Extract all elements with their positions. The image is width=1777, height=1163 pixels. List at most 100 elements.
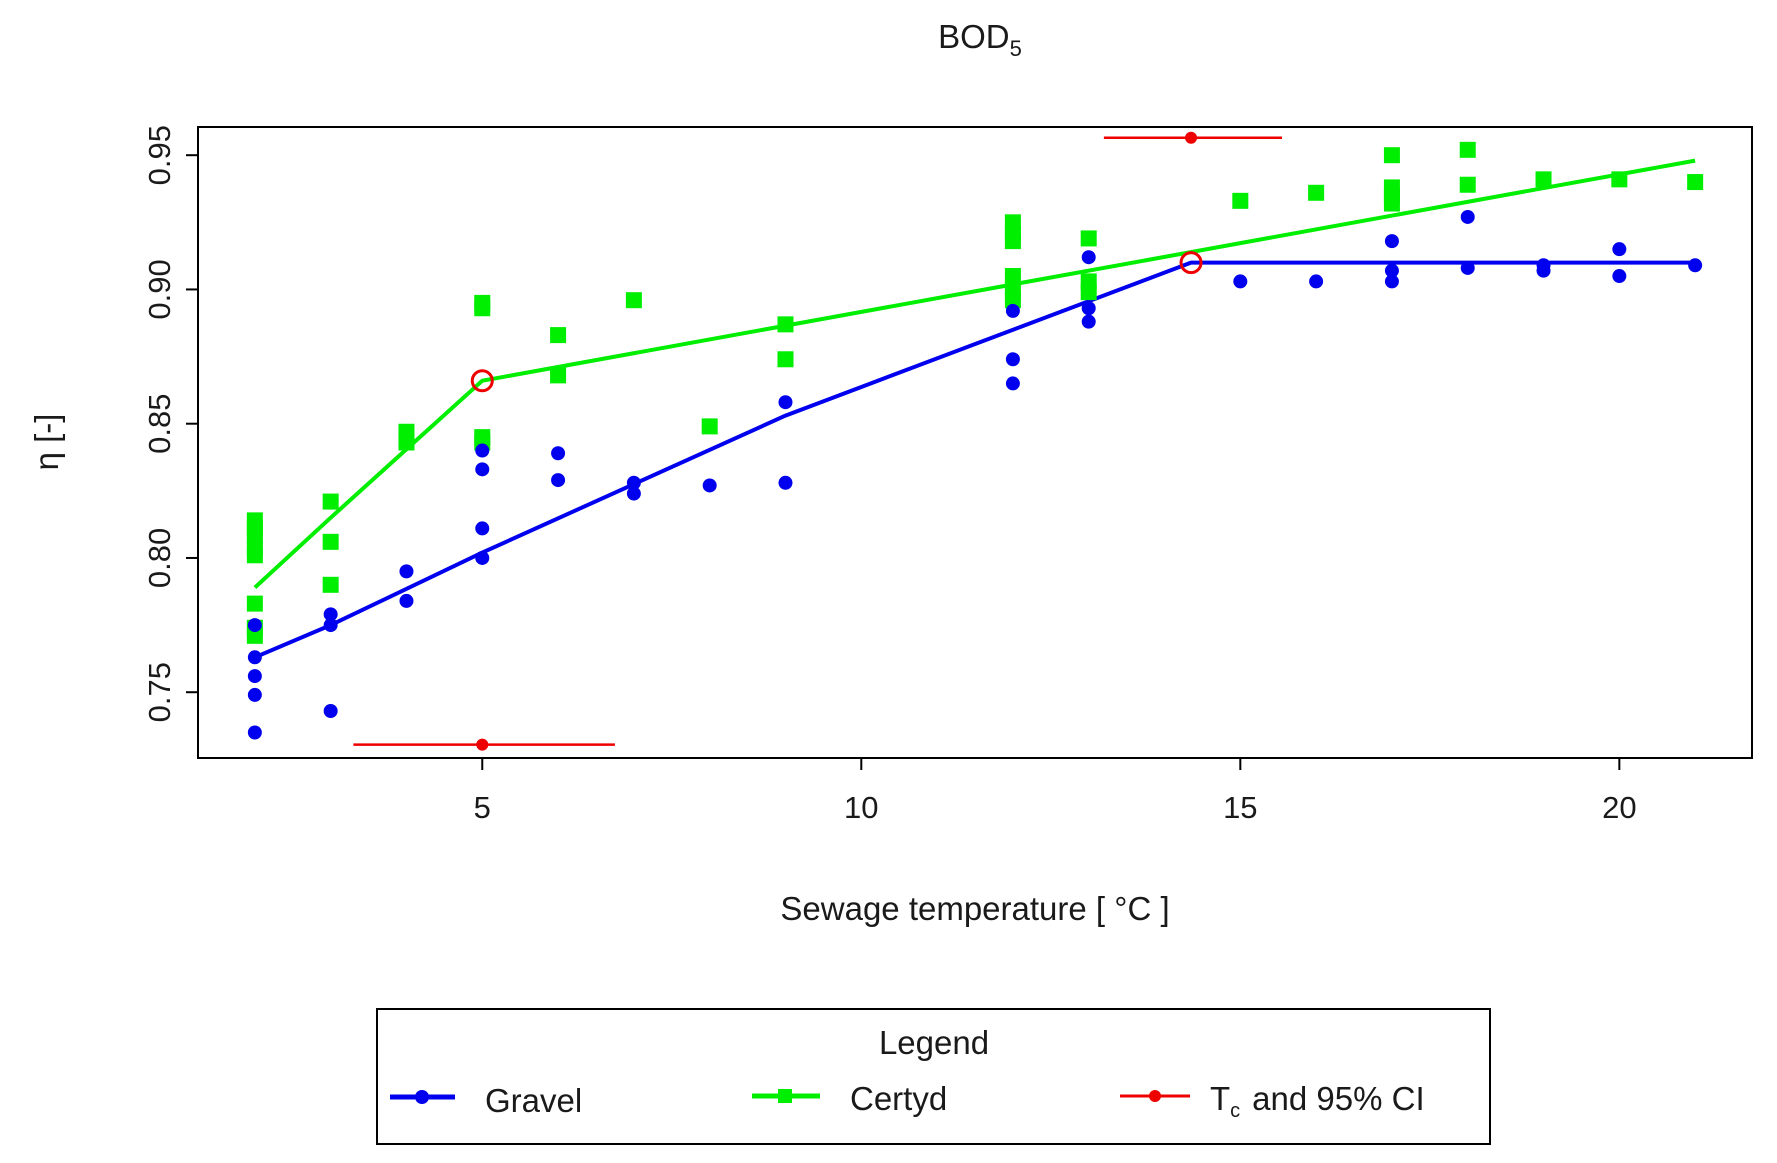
point-gravel <box>1612 269 1627 284</box>
point-gravel <box>1688 258 1703 273</box>
point-gravel <box>247 687 262 702</box>
point-gravel <box>1081 250 1096 265</box>
point-certyd <box>1459 176 1476 193</box>
y-tick-label: 0.85 <box>142 394 177 454</box>
point-gravel <box>551 446 566 461</box>
point-gravel <box>323 704 338 719</box>
breakpoints <box>353 131 1283 751</box>
point-gravel <box>778 475 793 490</box>
point-certyd <box>1232 192 1249 209</box>
point-certyd <box>1535 171 1552 188</box>
chart-title-subscript: 5 <box>1010 36 1022 61</box>
legend-entry-certyd: Certyd <box>752 1080 947 1117</box>
point-gravel <box>475 550 490 565</box>
point-certyd <box>1383 147 1400 164</box>
point-gravel <box>1460 260 1475 275</box>
point-gravel <box>399 593 414 608</box>
legend-certyd-label: Certyd <box>850 1080 947 1117</box>
legend-box <box>376 1008 1491 1145</box>
y-tick-label: 0.95 <box>142 125 177 185</box>
point-certyd <box>1080 273 1097 290</box>
legend-title: Legend <box>879 1024 989 1061</box>
point-gravel <box>626 486 641 501</box>
point-certyd <box>1611 171 1628 188</box>
legend-entry-tc: Tc and 95% CI <box>1120 1080 1425 1122</box>
legend-tc-label: Tc and 95% CI <box>1210 1080 1425 1122</box>
point-gravel <box>702 478 717 493</box>
point-certyd <box>474 429 491 446</box>
breakpoint-gravel <box>1179 251 1203 275</box>
point-certyd <box>322 533 339 550</box>
point-gravel <box>1081 301 1096 316</box>
point-gravel <box>1536 258 1551 273</box>
chart-title: BOD5 <box>938 18 1022 61</box>
fit-line-certyd <box>253 158 1696 589</box>
x-tick-label: 10 <box>844 790 878 825</box>
x-tick-label: 5 <box>474 790 491 825</box>
point-gravel <box>1081 314 1096 329</box>
point-gravel <box>1005 352 1020 367</box>
point-gravel <box>247 618 262 633</box>
plot-frame <box>197 126 1753 759</box>
tc-point-certyd <box>476 738 489 751</box>
y-axis-label: η [-] <box>28 414 65 471</box>
point-gravel <box>1384 263 1399 278</box>
point-certyd <box>1687 174 1704 191</box>
y-axis: 0.75 0.80 0.85 0.90 0.95 <box>142 125 198 722</box>
point-certyd <box>1080 230 1097 247</box>
y-tick-label: 0.80 <box>142 528 177 588</box>
legend-tc-marker <box>1149 1090 1161 1102</box>
point-gravel <box>1233 274 1248 289</box>
point-certyd <box>625 292 642 309</box>
point-gravel <box>1005 376 1020 391</box>
point-certyd <box>777 351 794 368</box>
point-gravel <box>475 462 490 477</box>
legend-entry-gravel: Gravel <box>390 1082 582 1119</box>
fit-line-gravel <box>254 260 1696 660</box>
point-gravel <box>1460 209 1475 224</box>
point-certyd <box>322 493 339 510</box>
tc-point-gravel <box>1185 131 1198 144</box>
legend: Legend Gravel Certyd Tc and 95% CI <box>376 1008 1491 1145</box>
point-gravel <box>247 725 262 740</box>
fit-lines <box>253 158 1696 660</box>
y-tick-label: 0.75 <box>142 662 177 722</box>
breakpoint-certyd <box>470 369 494 393</box>
point-gravel <box>475 521 490 536</box>
point-gravel <box>247 650 262 665</box>
point-gravel <box>1384 234 1399 249</box>
point-certyd <box>701 418 718 435</box>
point-certyd <box>246 595 263 612</box>
y-tick-label: 0.90 <box>142 259 177 319</box>
legend-tc-rest: and 95% CI <box>1252 1080 1424 1117</box>
point-certyd <box>1004 268 1021 285</box>
point-gravel <box>1612 242 1627 257</box>
x-axis-label: Sewage temperature [ °C ] <box>780 890 1169 927</box>
point-gravel <box>1005 303 1020 318</box>
point-gravel <box>551 473 566 488</box>
data-points <box>246 141 1704 740</box>
point-certyd <box>1383 179 1400 196</box>
point-certyd <box>1004 281 1021 298</box>
point-certyd <box>777 316 794 333</box>
point-certyd <box>246 512 263 529</box>
point-gravel <box>626 475 641 490</box>
point-gravel <box>778 395 793 410</box>
point-gravel <box>1384 274 1399 289</box>
point-certyd <box>1004 214 1021 231</box>
point-gravel <box>475 443 490 458</box>
legend-certyd-marker <box>778 1089 792 1103</box>
point-certyd <box>474 294 491 311</box>
point-certyd <box>322 576 339 593</box>
legend-gravel-marker <box>415 1090 429 1104</box>
legend-tc-subscript: c <box>1230 1100 1240 1122</box>
point-gravel <box>323 618 338 633</box>
point-certyd <box>1308 184 1325 201</box>
x-tick-label: 20 <box>1602 790 1636 825</box>
legend-gravel-label: Gravel <box>485 1082 582 1119</box>
point-certyd <box>550 367 567 384</box>
point-gravel <box>399 564 414 579</box>
point-gravel <box>247 669 262 684</box>
x-axis: 5 10 15 20 <box>474 758 1637 825</box>
